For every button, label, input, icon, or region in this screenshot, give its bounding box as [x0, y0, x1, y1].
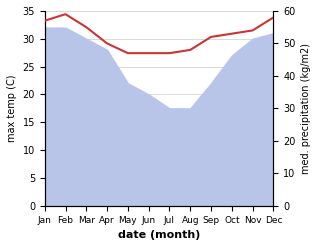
Y-axis label: med. precipitation (kg/m2): med. precipitation (kg/m2) [301, 43, 311, 174]
X-axis label: date (month): date (month) [118, 230, 200, 240]
Y-axis label: max temp (C): max temp (C) [7, 75, 17, 142]
